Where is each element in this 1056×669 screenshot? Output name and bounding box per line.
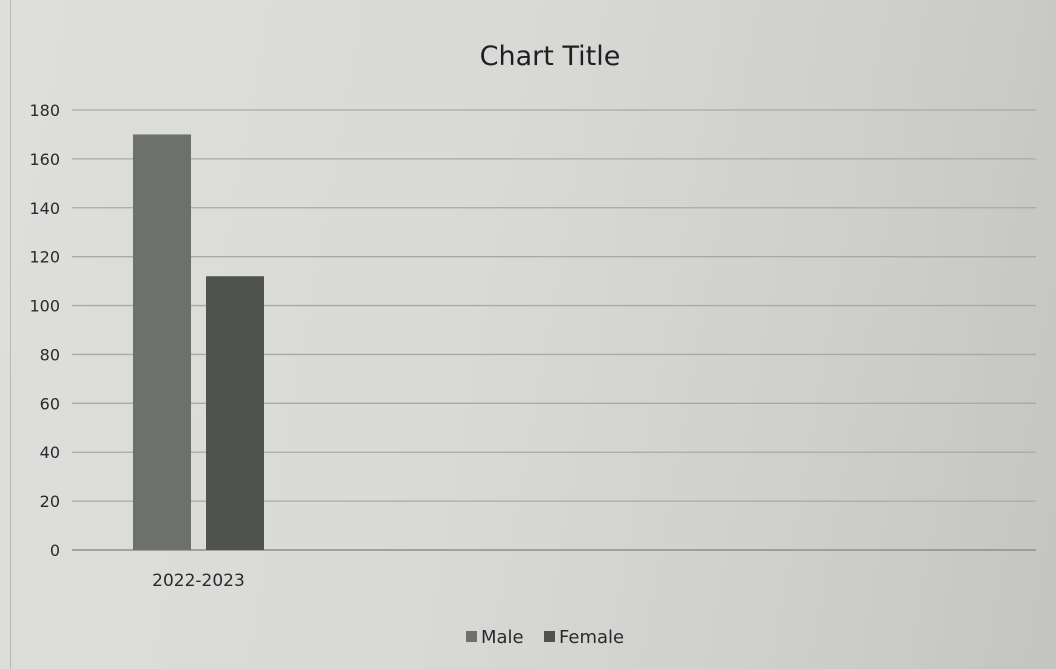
- legend-label-male: Male: [481, 627, 524, 648]
- chart-title: Chart Title: [480, 41, 621, 72]
- y-tick-label: 40: [40, 443, 60, 462]
- y-tick-label: 20: [40, 492, 60, 511]
- y-tick-label: 160: [29, 150, 60, 169]
- legend-swatch-female: [544, 631, 555, 642]
- y-tick-label: 120: [29, 248, 60, 267]
- paper-edge: [10, 0, 11, 669]
- bar-female-2022-2023: [206, 276, 264, 550]
- y-tick-label: 60: [40, 394, 60, 413]
- y-tick-label: 0: [50, 541, 60, 560]
- category-label: 2022-2023: [152, 571, 245, 591]
- legend: Male Female: [466, 627, 624, 648]
- y-tick-label: 80: [40, 345, 60, 364]
- y-axis-tick-labels: 0 20 40 60 80 100 120 140 160 180: [29, 101, 60, 560]
- y-tick-label: 180: [29, 101, 60, 120]
- y-tick-label: 100: [29, 297, 60, 316]
- bars: [133, 134, 264, 550]
- legend-swatch-male: [466, 631, 477, 642]
- category-labels: 2022-2023: [152, 571, 245, 591]
- legend-label-female: Female: [559, 627, 624, 648]
- y-tick-label: 140: [29, 199, 60, 218]
- bar-male-2022-2023: [133, 134, 191, 550]
